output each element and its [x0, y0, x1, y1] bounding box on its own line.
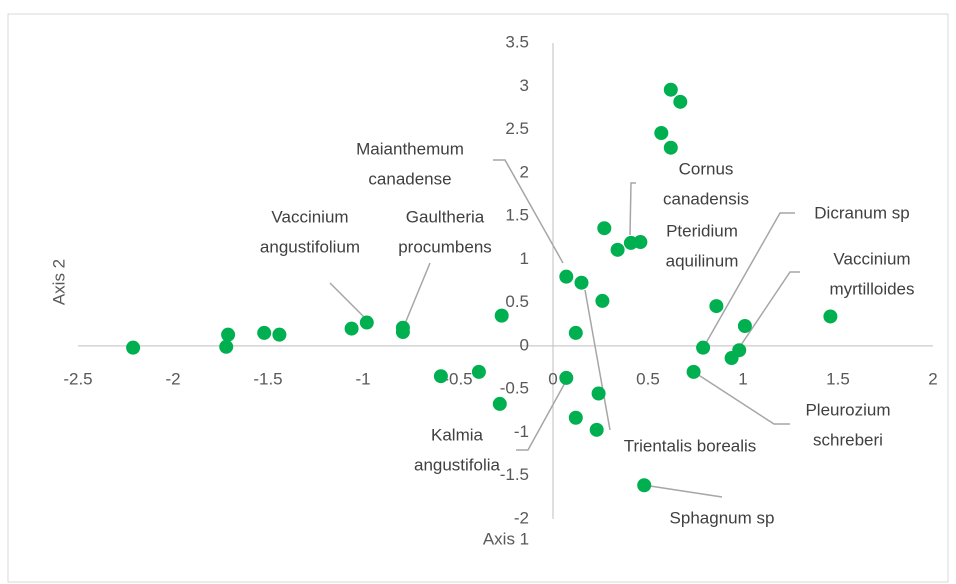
point — [395, 325, 410, 340]
annotation: Gaultheria — [406, 207, 485, 226]
point — [610, 242, 625, 257]
y-tick-label: 0.5 — [505, 292, 529, 311]
annotation: angustifolium — [260, 237, 360, 256]
y-tick-label: 2 — [520, 162, 529, 181]
point — [257, 325, 272, 340]
annotation: Sphagnum sp — [670, 508, 775, 527]
leader-line — [740, 271, 800, 346]
point — [663, 140, 678, 155]
point — [637, 478, 652, 493]
y-tick-label: -0.5 — [500, 379, 529, 398]
annotation: canadense — [368, 169, 451, 188]
point — [471, 364, 486, 379]
point — [433, 369, 448, 384]
point — [823, 309, 838, 324]
x-tick-label: 0.5 — [636, 369, 660, 388]
point — [737, 319, 752, 334]
point — [595, 293, 610, 308]
point — [597, 221, 612, 236]
x-tick-label: -2 — [165, 369, 180, 388]
annotation: Pteridium — [666, 221, 738, 240]
point — [568, 410, 583, 425]
point — [559, 269, 574, 284]
y-tick-label: -1.5 — [500, 465, 529, 484]
x-axis-title: Axis 1 — [483, 529, 529, 548]
x-tick-label: -1 — [355, 369, 370, 388]
y-tick-label: 3 — [520, 76, 529, 95]
point — [126, 340, 141, 355]
point — [221, 327, 236, 342]
annotation: Cornus — [679, 159, 734, 178]
point — [219, 339, 234, 354]
x-tick-label: 2 — [928, 369, 937, 388]
leader-line — [493, 159, 564, 264]
leader-line — [584, 289, 611, 431]
y-tick-label: 3.5 — [505, 32, 529, 51]
x-tick-label: -2.5 — [63, 369, 92, 388]
y-tick-label: -2 — [514, 508, 529, 527]
leader-line — [329, 282, 366, 319]
annotation: canadensis — [663, 189, 749, 208]
point — [559, 370, 574, 385]
point — [673, 94, 688, 109]
point — [591, 386, 606, 401]
leader-line — [696, 373, 790, 425]
annotation: Kalmia — [431, 425, 484, 444]
annotation: aquilinum — [666, 251, 739, 270]
annotation: schreberi — [813, 430, 883, 449]
point — [724, 351, 739, 366]
leader-line — [705, 212, 795, 344]
chart-border — [7, 13, 949, 583]
annotation: Vaccinium — [271, 207, 348, 226]
y-tick-label: 0 — [520, 335, 529, 354]
point — [344, 321, 359, 336]
annotation: angustifolia — [414, 455, 501, 474]
y-tick-label: -1 — [514, 422, 529, 441]
point — [272, 327, 287, 342]
leader-line — [649, 485, 723, 498]
point — [654, 126, 669, 141]
point — [663, 82, 678, 97]
point — [709, 299, 724, 314]
x-tick-label: 1.5 — [826, 369, 850, 388]
annotation: Vaccinium — [833, 249, 910, 268]
y-tick-label: 2.5 — [505, 119, 529, 138]
x-tick-label: -0.5 — [443, 369, 472, 388]
point — [494, 308, 509, 323]
x-tick-label: 1 — [738, 369, 747, 388]
annotation: procumbens — [398, 237, 492, 256]
leader-line — [629, 182, 636, 236]
annotation: Trientalis borealis — [624, 436, 757, 455]
point — [686, 364, 701, 379]
point — [492, 396, 507, 411]
point — [633, 235, 648, 250]
leader-line — [516, 380, 567, 451]
point — [359, 315, 374, 330]
x-tick-label: 0 — [548, 369, 557, 388]
annotation: myrtilloides — [829, 279, 914, 298]
y-tick-label: 1 — [520, 249, 529, 268]
point — [696, 340, 711, 355]
annotation: Maianthemum — [356, 139, 464, 158]
point — [568, 325, 583, 340]
point — [574, 275, 589, 290]
leader-line — [403, 262, 431, 327]
y-tick-label: 1.5 — [505, 206, 529, 225]
y-axis-title: Axis 2 — [49, 259, 68, 305]
annotation: Dicranum sp — [814, 203, 909, 222]
point — [589, 422, 604, 437]
x-tick-label: -1.5 — [253, 369, 282, 388]
annotation: Pleurozium — [805, 400, 890, 419]
